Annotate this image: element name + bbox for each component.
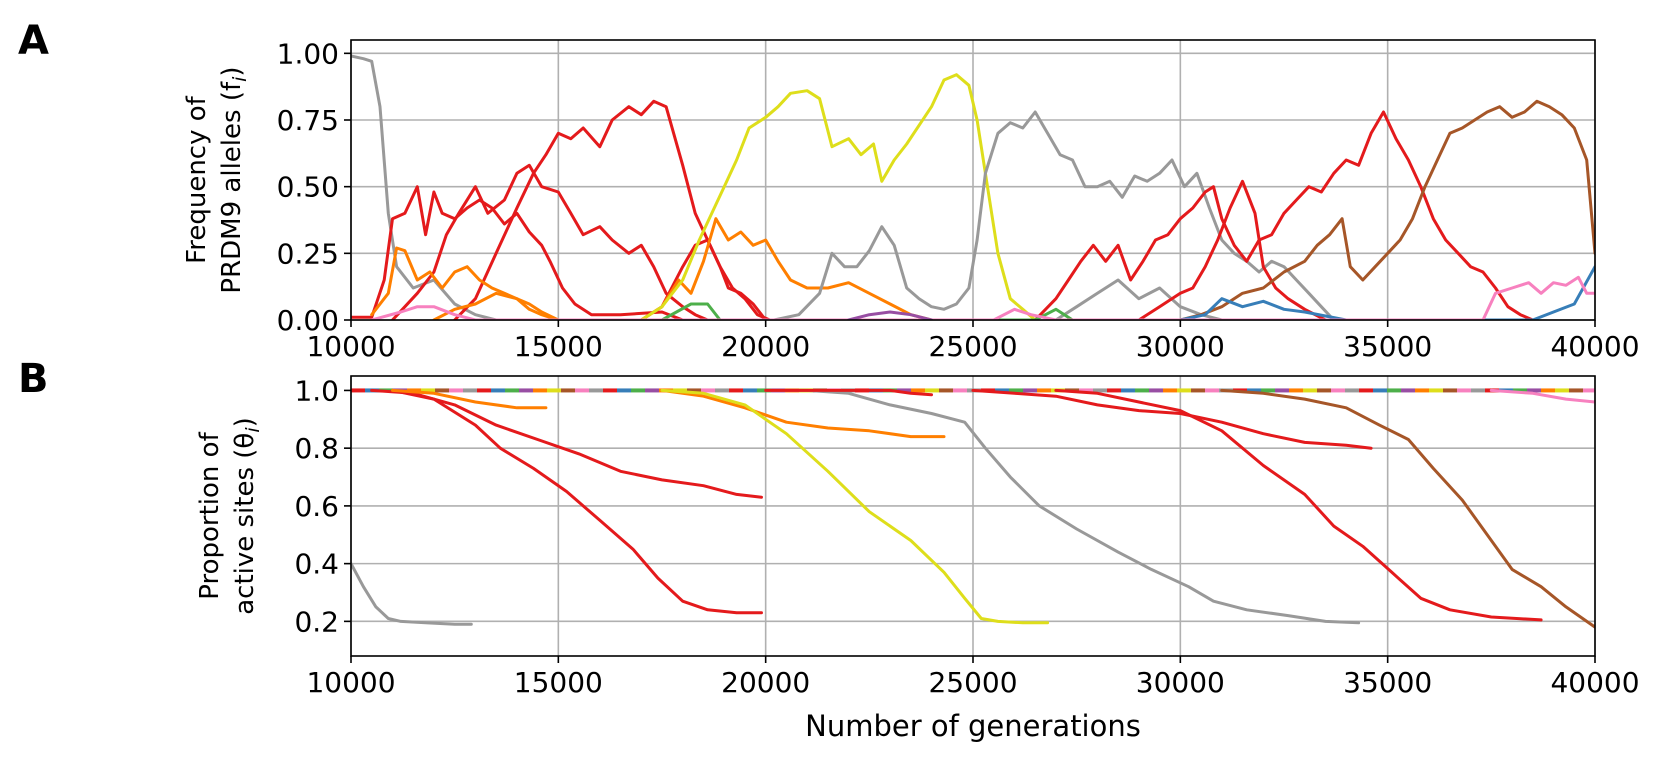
x-tick-label: 40000 bbox=[1550, 330, 1639, 363]
y-tick-label: 0.50 bbox=[277, 171, 339, 204]
x-tick-label: 40000 bbox=[1550, 666, 1639, 699]
x-tick-label: 10000 bbox=[306, 330, 395, 363]
series-line bbox=[660, 302, 1074, 320]
series-line bbox=[847, 310, 933, 320]
x-tick-label: 20000 bbox=[721, 330, 810, 363]
series-line bbox=[1033, 110, 1535, 320]
series-line bbox=[370, 275, 1595, 320]
y-tick-label: 0.8 bbox=[294, 432, 339, 465]
series-line bbox=[1178, 265, 1595, 320]
y-axis-label-subscript: i bbox=[242, 427, 264, 433]
x-tick-label: 35000 bbox=[1343, 330, 1432, 363]
series-line bbox=[764, 388, 933, 397]
series-line bbox=[639, 238, 768, 320]
y-tick-label: 0.75 bbox=[277, 104, 339, 137]
series-line bbox=[971, 388, 1373, 450]
series-line bbox=[351, 562, 473, 626]
series-line bbox=[453, 99, 772, 320]
x-tick-label: 35000 bbox=[1343, 666, 1432, 699]
x-tick-label: 25000 bbox=[928, 330, 1017, 363]
series-line bbox=[660, 388, 946, 439]
y-axis-label-close: ) bbox=[230, 417, 260, 427]
panel-b-active-sites-chart: 10000 15000 20000 25000 30000 35000 40000 0.2 0.… bbox=[195, 374, 1640, 743]
series-line bbox=[1220, 388, 1595, 629]
y-tick-label: 0.2 bbox=[294, 605, 339, 638]
series-line bbox=[391, 388, 763, 615]
series-line bbox=[370, 388, 763, 499]
y-axis-label-line1: Frequency of bbox=[182, 95, 212, 263]
series-line bbox=[1137, 179, 1327, 320]
y-axis-label-main: PRDM9 alleles (f bbox=[217, 81, 247, 294]
y-tick-label: 1.00 bbox=[277, 37, 339, 70]
series-line bbox=[391, 388, 548, 410]
y-tick-label: 0.6 bbox=[294, 490, 339, 523]
y-axis-label-subscript: i bbox=[229, 76, 251, 82]
series-line bbox=[639, 217, 933, 320]
series-line bbox=[764, 388, 1361, 625]
series-line bbox=[1054, 388, 1543, 622]
y-axis-label-line1: Proportion of bbox=[195, 431, 225, 599]
series-group bbox=[351, 388, 1595, 629]
series-line bbox=[370, 246, 560, 320]
series-line bbox=[1178, 99, 1595, 320]
panel-a-frequency-chart: 10000 15000 20000 25000 30000 35000 40000 0.00 0… bbox=[182, 37, 1640, 363]
series-line bbox=[1489, 388, 1595, 404]
x-tick-label: 25000 bbox=[928, 666, 1017, 699]
y-axis-label-close: ) bbox=[217, 66, 247, 76]
series-line bbox=[639, 73, 1037, 320]
x-tick-label: 10000 bbox=[306, 666, 395, 699]
x-tick-label: 15000 bbox=[514, 330, 603, 363]
x-axis-label: Number of generations bbox=[805, 709, 1141, 743]
x-tick-label: 30000 bbox=[1136, 330, 1225, 363]
panel-label-b: B bbox=[18, 356, 49, 402]
x-tick-label: 20000 bbox=[721, 666, 810, 699]
y-tick-label: 0.00 bbox=[277, 304, 339, 337]
series-group bbox=[351, 54, 1595, 320]
series-line bbox=[432, 291, 560, 320]
panel-label-a: A bbox=[18, 18, 49, 64]
x-tick-label: 15000 bbox=[514, 666, 603, 699]
series-line bbox=[772, 110, 1336, 320]
y-axis-label-line2: PRDM9 alleles (fi) bbox=[217, 66, 251, 293]
series-line bbox=[1054, 278, 1224, 320]
y-tick-label: 0.4 bbox=[294, 548, 339, 581]
y-tick-label: 1.0 bbox=[294, 374, 339, 407]
series-line bbox=[660, 388, 1050, 625]
series-line bbox=[351, 54, 519, 320]
x-tick-label: 30000 bbox=[1136, 666, 1225, 699]
y-axis-label-main: active sites (θ bbox=[230, 433, 260, 615]
y-tick-label: 0.25 bbox=[277, 237, 339, 270]
y-axis-label-line2: active sites (θi) bbox=[230, 417, 264, 615]
series-line bbox=[391, 163, 710, 320]
series-line bbox=[351, 185, 685, 320]
